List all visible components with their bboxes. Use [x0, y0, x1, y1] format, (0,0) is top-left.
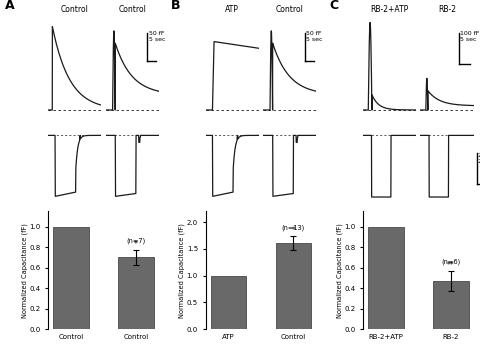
Title: Control: Control — [60, 5, 88, 14]
Text: *: * — [291, 226, 295, 235]
Bar — [275, 244, 311, 329]
Text: (n=7): (n=7) — [126, 238, 145, 244]
Text: 50 fF
5 sec: 50 fF 5 sec — [148, 31, 165, 42]
Text: 200 pA
20 ms: 200 pA 20 ms — [477, 153, 480, 164]
Bar — [210, 276, 246, 329]
Bar — [53, 227, 89, 329]
Y-axis label: Normalized Capacitance (fF): Normalized Capacitance (fF) — [179, 223, 185, 318]
Y-axis label: Normalized Capacitance (fF): Normalized Capacitance (fF) — [21, 223, 28, 318]
Bar — [367, 227, 403, 329]
Title: Control: Control — [275, 5, 303, 14]
Title: RB-2: RB-2 — [437, 5, 455, 14]
Text: C: C — [329, 0, 338, 12]
Text: **: ** — [446, 260, 454, 270]
Text: A: A — [5, 0, 14, 12]
Bar — [118, 257, 154, 329]
Bar — [432, 281, 468, 329]
Text: 100 fF
5 sec: 100 fF 5 sec — [459, 31, 479, 42]
Text: B: B — [170, 0, 180, 12]
Text: *: * — [134, 240, 138, 249]
Title: ATP: ATP — [225, 5, 239, 14]
Title: Control: Control — [118, 5, 146, 14]
Y-axis label: Normalized Capacitance (fF): Normalized Capacitance (fF) — [336, 223, 342, 318]
Title: RB-2+ATP: RB-2+ATP — [370, 5, 408, 14]
Text: (n=13): (n=13) — [281, 224, 304, 231]
Text: (n=6): (n=6) — [440, 258, 459, 265]
Text: 50 fF
5 sec: 50 fF 5 sec — [306, 31, 322, 42]
